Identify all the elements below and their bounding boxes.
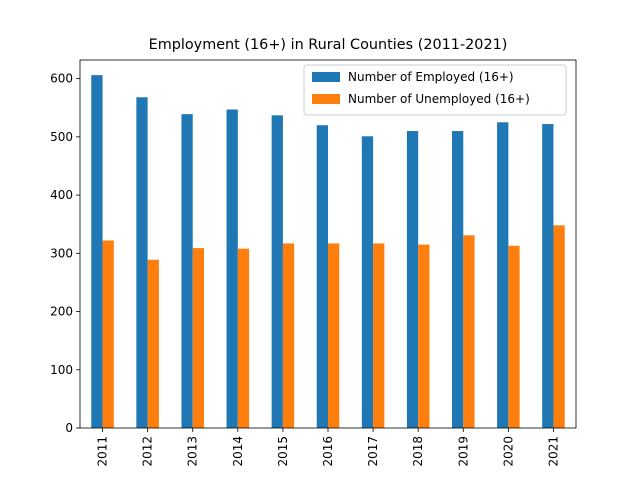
legend-box: [303, 64, 567, 116]
bar: [147, 259, 159, 428]
x-tick-label: 2019: [456, 436, 470, 467]
y-tick-label: 100: [50, 363, 73, 377]
x-tick-label: 2016: [321, 436, 335, 467]
bar: [406, 131, 419, 429]
x-tick-label: 2011: [96, 436, 110, 467]
bar: [181, 114, 193, 428]
bar: [361, 136, 374, 428]
y-tick-label: 500: [50, 130, 73, 144]
chart-title: Employment (16+) in Rural Counties (2011…: [149, 37, 508, 53]
bar: [497, 122, 509, 428]
bar: [373, 243, 385, 428]
legend-swatch: [312, 94, 340, 104]
x-tick-label: 2014: [231, 436, 245, 467]
bar: [226, 109, 238, 429]
bar: [418, 244, 430, 428]
bar: [452, 131, 464, 429]
x-tick-label: 2021: [546, 436, 560, 467]
bar: [136, 97, 148, 429]
x-tick-label: 2013: [186, 436, 200, 467]
bar: [102, 240, 114, 428]
x-axis-label: Year: [314, 478, 340, 480]
bar: [542, 124, 554, 429]
bar: [553, 225, 565, 428]
bar: [463, 235, 475, 428]
x-tick-label: 2012: [141, 436, 155, 467]
legend-label: Number of Unemployed (16+): [348, 92, 530, 106]
y-tick-label: 0: [65, 421, 73, 435]
y-tick-label: 600: [50, 72, 73, 86]
x-tick-label: 2020: [501, 436, 515, 467]
bar: [192, 248, 204, 428]
plot-frame: [79, 59, 577, 429]
bar: [328, 243, 340, 428]
x-tick-label: 2018: [411, 436, 425, 467]
x-tick-label: 2015: [276, 436, 290, 467]
bar: [271, 115, 283, 428]
legend-label: Number of Employed (16+): [348, 70, 514, 84]
bar: [508, 245, 520, 428]
y-tick-label: 400: [50, 188, 73, 202]
legend-swatch: [312, 72, 340, 82]
x-tick-label: 2017: [366, 436, 380, 467]
bar: [316, 125, 328, 429]
bar: [237, 248, 250, 428]
bar: [91, 75, 103, 428]
y-tick-label: 300: [50, 246, 73, 260]
bar: [282, 243, 295, 428]
y-tick-label: 200: [50, 305, 73, 319]
